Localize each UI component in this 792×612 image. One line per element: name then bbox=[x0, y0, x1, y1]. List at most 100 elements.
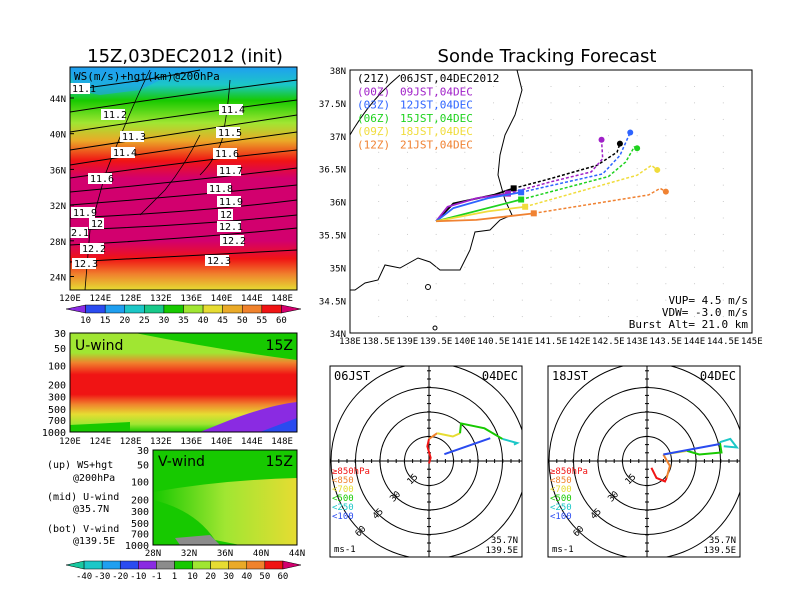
grid-dot bbox=[406, 266, 408, 268]
y-tick-label: 34N bbox=[330, 330, 346, 340]
grid-dot bbox=[464, 250, 466, 252]
u-wind-low-green bbox=[70, 422, 130, 432]
landing-marker bbox=[598, 136, 605, 143]
grid-dot bbox=[378, 217, 380, 219]
contour-label: 11.6 bbox=[90, 174, 114, 185]
y-tick-label: 200 bbox=[48, 380, 66, 391]
grid-dot bbox=[579, 201, 581, 202]
grid-dot bbox=[521, 168, 523, 170]
y-tick-label: 700 bbox=[131, 530, 149, 541]
v-wind-x-axis: 28N 32N 36N 40N 44N bbox=[145, 549, 305, 559]
grid-dot bbox=[550, 283, 552, 285]
grid-dot bbox=[378, 299, 380, 301]
coastline bbox=[349, 69, 523, 331]
legend-utc: (03Z) bbox=[357, 99, 390, 112]
colorbar-label: 15 bbox=[100, 316, 111, 326]
descent-track bbox=[524, 164, 658, 208]
grid-dot bbox=[521, 233, 523, 235]
sonde-legend: (21Z) 06JST,04DEC2012 (00Z) 09JST,04DEC (03Z… bbox=[357, 72, 499, 152]
descent-track bbox=[513, 143, 621, 190]
u-wind-time: 15Z bbox=[266, 338, 293, 354]
sonde-panel: Sonde Tracking Forecast (21Z) 06JST,04DEC… bbox=[319, 46, 763, 347]
grid-dot bbox=[694, 217, 696, 219]
grid-dot bbox=[435, 118, 437, 120]
x-tick-label: 124E bbox=[89, 294, 111, 304]
colorbar-swatch bbox=[138, 560, 157, 570]
hodograph-segment bbox=[444, 437, 491, 456]
x-tick-label: 132E bbox=[150, 294, 172, 304]
colorbar-label: 10 bbox=[80, 316, 91, 326]
legend-utc: (09Z) bbox=[357, 125, 390, 138]
note-up: (up) WS+hgt bbox=[47, 460, 113, 471]
grid-dot bbox=[636, 118, 638, 120]
grid-dot bbox=[521, 316, 523, 318]
grid-dot bbox=[665, 233, 667, 235]
grid-dot bbox=[493, 266, 495, 268]
x-tick-label: 142E bbox=[569, 337, 591, 347]
x-tick-label: 138E bbox=[339, 337, 361, 347]
grid-dot bbox=[378, 201, 380, 202]
u-wind-negative-strong bbox=[260, 418, 297, 432]
layer-legend-label: <500 bbox=[332, 494, 354, 504]
hodograph-segment bbox=[426, 438, 432, 464]
grid-dot bbox=[464, 151, 466, 153]
y-tick-label: 700 bbox=[48, 416, 66, 427]
colorbar-swatch bbox=[242, 304, 263, 314]
grid-dot bbox=[665, 266, 667, 268]
y-tick-label: 100 bbox=[48, 362, 66, 373]
colorbar-swatch bbox=[144, 304, 165, 314]
grid-dot bbox=[607, 266, 609, 268]
grid-dot bbox=[722, 184, 724, 186]
x-tick-label: 44N bbox=[289, 549, 305, 559]
hodograph-segment bbox=[650, 467, 668, 483]
legend-utc: (06Z) bbox=[357, 112, 390, 125]
grid-dot bbox=[378, 85, 380, 87]
grid-dot bbox=[579, 85, 581, 87]
y-tick-label: 35.5N bbox=[319, 232, 346, 242]
x-tick-label: 140.5E bbox=[477, 337, 510, 347]
grid-dot bbox=[464, 233, 466, 235]
vdw-label: VDW= -3.0 m/s bbox=[662, 306, 748, 319]
grid-dot bbox=[722, 102, 724, 104]
grid-dot bbox=[378, 102, 380, 104]
colorbar-label: 60 bbox=[278, 572, 289, 582]
y-tick-label: 1000 bbox=[42, 428, 66, 439]
layer-legend-label: <850 bbox=[332, 476, 354, 486]
colorbar-swatch bbox=[156, 560, 175, 570]
grid-dot bbox=[406, 299, 408, 301]
legend-label: 06JST,04DEC2012 bbox=[400, 72, 499, 85]
grid-dot bbox=[406, 217, 408, 219]
layer-legend-label: <850 bbox=[550, 476, 572, 486]
grid-dot bbox=[722, 168, 724, 170]
grid-dot bbox=[579, 250, 581, 252]
grid-dot bbox=[464, 168, 466, 170]
grid-dot bbox=[636, 85, 638, 87]
contour-label: 12.3 bbox=[74, 259, 98, 270]
grid-dot bbox=[435, 217, 437, 219]
contour-label: 11.5 bbox=[218, 128, 242, 139]
sonde-tracks bbox=[435, 129, 669, 223]
ws-map-title: 15Z,03DEC2012 (init) bbox=[87, 46, 283, 67]
ascent-track bbox=[435, 191, 522, 222]
y-tick-label: 1000 bbox=[125, 541, 149, 552]
grid-dot bbox=[607, 250, 609, 252]
grid-dot bbox=[406, 102, 408, 104]
x-tick-label: 128E bbox=[120, 437, 142, 447]
descent-track bbox=[533, 187, 667, 215]
descent-track bbox=[520, 132, 631, 194]
y-tick-label: 44N bbox=[50, 95, 66, 105]
grid-dot bbox=[521, 102, 523, 104]
grid-dot bbox=[636, 283, 638, 285]
ws-map-x-axis: 120E 124E 128E 132E 136E 140E 144E 148E bbox=[59, 294, 293, 304]
colorbar-label: 10 bbox=[187, 572, 198, 582]
y-tick-label: 34.5N bbox=[319, 297, 346, 307]
grid-dot bbox=[579, 168, 581, 170]
hodograph-rings bbox=[548, 366, 740, 557]
grid-dot bbox=[579, 118, 581, 120]
grid-dot bbox=[464, 184, 466, 186]
burst-marker bbox=[518, 189, 525, 196]
colorbar-swatch bbox=[222, 304, 243, 314]
x-tick-label: 141.5E bbox=[535, 337, 568, 347]
grid-dot bbox=[579, 102, 581, 104]
lon-label: 139.5E bbox=[485, 546, 518, 556]
